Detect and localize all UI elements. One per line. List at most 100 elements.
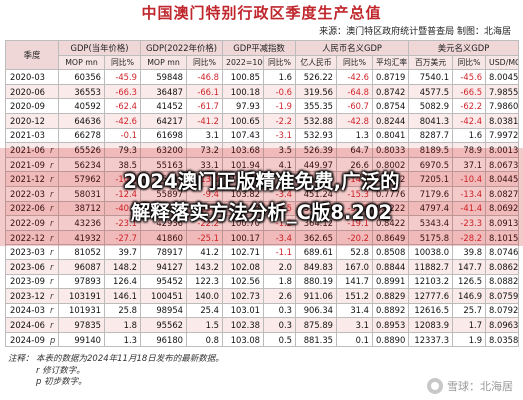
value-cell: 1.3 <box>336 127 373 144</box>
notes-block: 注释： 本表的数据为2024年11月18日发布的最新数据。 r 修订数字。 p 初… <box>8 354 224 389</box>
value-cell: 0.8222 <box>371 200 410 217</box>
value-cell: 7.9855 <box>485 83 520 100</box>
quarter-cell: 2022-12 r <box>5 229 59 246</box>
sub-header-cell: 同比% <box>336 54 373 71</box>
overlay-line-1: 2024澳门正版精准免费,广泛的 <box>123 170 400 193</box>
value-cell: 8.0746 <box>485 244 520 260</box>
sub-header-cell: 百万美元 <box>408 54 454 71</box>
table-row: 2023-06 r 96087 148.2 94127 143.2 102.08 2.0 849… <box>5 258 520 275</box>
table-row: 2024-09 p 99140 1.3 96180 0.8 103.08 0.5 881.35 0… <box>5 331 520 348</box>
value-cell: 102.56 <box>222 273 264 290</box>
table-body: 2020-03 60356 -45.9 59848 -46.8 100.85 1.6 526.… <box>5 69 520 348</box>
value-cell: 1.6 <box>452 127 487 144</box>
sub-header-cell: 同比% <box>104 54 141 71</box>
value-cell: -10.4 <box>452 171 487 187</box>
value-cell: -62.2 <box>452 98 487 114</box>
quarter-cell: 2023-09 r <box>5 273 59 290</box>
value-cell: 41.2 <box>186 244 223 260</box>
table-row: 2020-06 36553 -66.3 36487 -66.1 100.18 -0.6 319… <box>5 83 520 100</box>
value-cell: 100.65 <box>222 112 264 129</box>
revision-mark: r <box>50 159 54 170</box>
value-cell: -66.3 <box>104 83 141 100</box>
value-cell: 95452 <box>140 273 187 290</box>
value-cell: 0.8508 <box>371 244 410 260</box>
value-cell: 7540.1 <box>408 69 454 85</box>
value-cell: 103.69 <box>222 171 264 187</box>
value-cell: 3.1 <box>186 127 223 144</box>
value-cell: 3.1 <box>336 317 373 333</box>
value-cell: 0.8742 <box>371 83 410 100</box>
value-cell: 1.8 <box>263 273 296 290</box>
value-cell: 0.8844 <box>371 258 410 275</box>
value-cell: 5082.9 <box>408 98 454 114</box>
value-cell: 140.0 <box>186 288 223 304</box>
value-cell: 2.6 <box>263 288 296 304</box>
value-cell: 59848 <box>140 69 187 85</box>
value-cell: 906.34 <box>295 302 337 319</box>
sub-header-cell: 平均汇率 <box>371 54 410 71</box>
value-cell: 141.7 <box>336 273 373 290</box>
revision-mark: r <box>50 247 54 258</box>
value-cell: 78.9 <box>452 142 487 158</box>
value-cell: 0.8719 <box>371 69 410 85</box>
revision-mark: r <box>50 290 54 301</box>
sub-header-cell: 同比% <box>263 54 296 71</box>
value-cell: 12337.3 <box>408 331 454 348</box>
table-row: 2024-06 r 97835 1.8 95562 1.5 102.38 0.3 875.89 3… <box>5 317 520 333</box>
header-rmb-gdp: 人民币名义GDP <box>294 40 410 56</box>
value-cell: 0.7842 <box>371 171 410 187</box>
value-cell: -14.7 <box>336 171 373 187</box>
value-cell: 148.2 <box>104 258 141 275</box>
value-cell: 39.7 <box>104 244 141 260</box>
revision-mark: r <box>50 261 54 272</box>
value-cell: 8.0445 <box>485 171 520 187</box>
value-cell: 101931 <box>58 302 105 319</box>
sub-header-cell: 2022=100 <box>222 54 264 71</box>
value-cell: 11882.7 <box>408 258 454 275</box>
value-cell: 99140 <box>58 331 105 348</box>
value-cell: 4577.5 <box>408 83 454 100</box>
quarter-cell: 2021-03 <box>5 127 59 144</box>
value-cell: -42.4 <box>452 112 487 129</box>
revision-mark: r <box>50 188 54 199</box>
value-cell: 100.85 <box>222 69 264 85</box>
table-row: 2023-03 r 81052 39.7 78917 41.2 102.71 -1.1 689.… <box>5 244 520 260</box>
value-cell: -3.1 <box>263 127 296 144</box>
value-cell: -66.1 <box>186 83 223 100</box>
value-cell: 8.0045 <box>485 69 520 85</box>
value-cell: 881.35 <box>295 331 337 348</box>
table-row: 2021-03 66278 -0.1 61698 3.1 107.43 -3.1 532.93… <box>5 127 520 144</box>
value-cell: 143.2 <box>186 258 223 275</box>
value-cell: 73.2 <box>186 142 223 158</box>
value-cell: -42.8 <box>336 112 373 129</box>
value-cell: 100.18 <box>222 83 264 100</box>
value-cell: 12616.5 <box>408 302 454 319</box>
table-row: 2024-03 r 101931 25.8 98954 25.4 103.01 0.3 906.… <box>5 302 520 319</box>
value-cell: -60.7 <box>336 98 373 114</box>
quarter-cell: 2024-06 r <box>5 317 59 333</box>
value-cell: 8.0792 <box>485 302 520 319</box>
value-cell: 8.0013 <box>485 142 520 158</box>
red-overlay-band <box>0 148 523 246</box>
value-cell: 96087 <box>58 258 105 275</box>
quarter-cell: 2020-12 <box>5 112 59 129</box>
value-cell: 5175.8 <box>408 229 454 246</box>
quarter-cell: 2023-12 r <box>5 288 59 304</box>
value-cell: 0.8829 <box>371 288 410 304</box>
value-cell: 102.38 <box>222 317 264 333</box>
value-cell: 31.4 <box>336 302 373 319</box>
table-row: 2020-03 60356 -45.9 59848 -46.8 100.85 1.6 526.… <box>5 69 520 85</box>
quarter-cell: 2020-09 <box>5 98 59 114</box>
value-cell: -61.7 <box>186 98 223 114</box>
overlay-line-2: 解释落实方法分析_C版8.202 <box>130 201 393 224</box>
value-cell: 875.89 <box>295 317 337 333</box>
sub-header-cell: 亿人民币 <box>295 54 337 71</box>
value-cell: 8.0759 <box>485 288 520 304</box>
value-cell: -1.1 <box>263 244 296 260</box>
value-cell: 61698 <box>140 127 187 144</box>
value-cell: 0.8 <box>186 331 223 348</box>
header-gdp-2022: GDP(2022年价格) <box>140 40 223 56</box>
value-cell: 103191 <box>58 288 105 304</box>
table-row: 2021-12 r 57962 -10.3 55900 -13.0 103.69 3.1 454… <box>5 171 520 187</box>
value-cell: -64.8 <box>336 83 373 100</box>
